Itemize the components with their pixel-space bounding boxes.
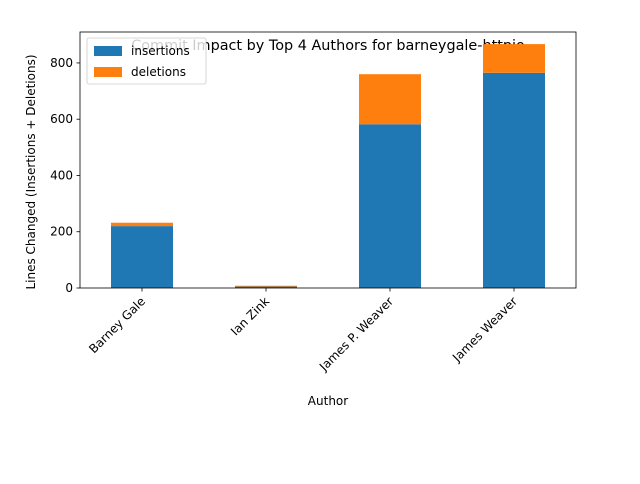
legend: insertions deletions [86,37,207,85]
bar-deletions-3 [483,44,545,73]
y-tick-label: 600 [50,112,73,126]
bar-deletions-1 [235,285,297,287]
y-axis: 0 200 400 600 800 [50,56,80,295]
y-tick-label: 800 [50,56,73,70]
bar-deletions-2 [359,74,421,125]
legend-label-deletions: deletions [131,65,186,79]
bar-insertions-1 [235,286,297,288]
plot-frame [79,31,577,289]
bar-deletions-0 [111,222,173,227]
legend-swatch-deletions [94,67,122,77]
bar-insertions-0 [111,226,173,288]
legend-label-insertions: insertions [131,44,190,58]
bar-insertions-2 [359,124,421,289]
y-tick-label: 200 [50,225,73,239]
y-tick-label: 400 [50,168,73,182]
y-axis-label: Lines Changed (Insertions + Deletions) [24,54,38,289]
bar-insertions-3 [483,72,545,289]
bars-layer [111,44,545,289]
legend-swatch-insertions [94,46,122,56]
x-axis-label: Author [308,394,348,408]
chart-title: Commit Impact by Top 4 Authors for barne… [131,38,525,54]
y-tick-label: 0 [65,281,73,295]
